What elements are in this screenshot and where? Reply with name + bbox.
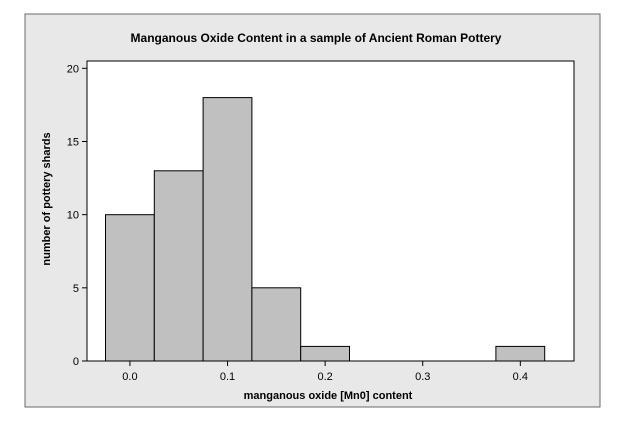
histogram-bar-8 xyxy=(495,345,546,362)
x-axis: 0.0 0.1 0.2 0.3 0.4 xyxy=(122,361,528,383)
y-tick-label: 5 xyxy=(73,283,79,295)
histogram-bar-1 xyxy=(153,170,204,362)
x-tick-label: 0.1 xyxy=(220,371,235,383)
y-tick-label: 0 xyxy=(73,356,79,368)
y-tick-label: 10 xyxy=(67,210,79,222)
histogram-bar-2 xyxy=(202,97,253,362)
x-tick-label: 0.3 xyxy=(415,371,430,383)
y-tick-label: 15 xyxy=(67,136,79,148)
bars-group xyxy=(105,97,546,362)
y-axis-label: number of pottery shards xyxy=(41,132,53,265)
chart-title: Manganous Oxide Content in a sample of A… xyxy=(131,31,502,45)
x-tick-label: 0.0 xyxy=(122,371,137,383)
histogram-bar-3 xyxy=(251,287,302,362)
x-tick-label: 0.4 xyxy=(513,371,528,383)
x-axis-label: manganous oxide [Mn0] content xyxy=(244,390,413,402)
y-tick-label: 20 xyxy=(67,63,79,75)
histogram-bar-0 xyxy=(105,214,155,362)
x-tick-label: 0.2 xyxy=(317,371,332,383)
histogram-bar-4 xyxy=(300,345,351,362)
y-axis: 0 5 10 15 20 xyxy=(67,63,87,368)
